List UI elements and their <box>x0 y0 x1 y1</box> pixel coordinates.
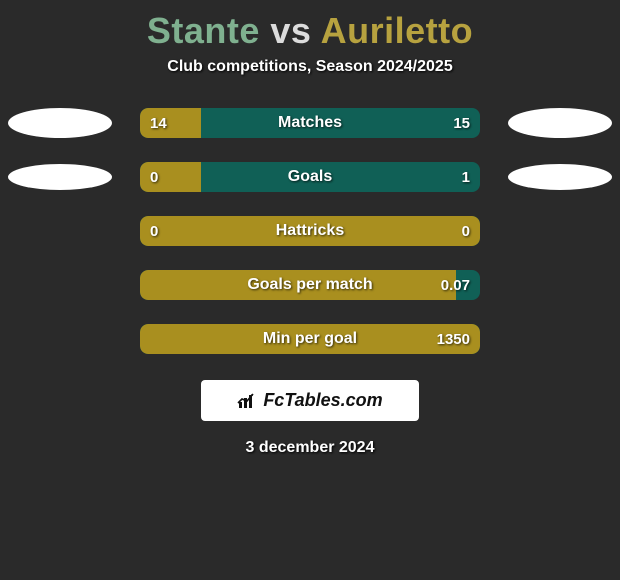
date-text: 3 december 2024 <box>0 439 620 457</box>
player1-badge <box>8 108 112 138</box>
stat-bar: Min per goal1350 <box>140 324 480 354</box>
stat-label: Goals per match <box>140 270 480 300</box>
subtitle: Club competitions, Season 2024/2025 <box>0 58 620 100</box>
stat-row: Goals per match0.07 <box>0 262 620 308</box>
stat-value-right: 1 <box>462 162 470 192</box>
player2-badge <box>508 164 612 190</box>
stat-bar: Hattricks0 0 <box>140 216 480 246</box>
stat-label: Min per goal <box>140 324 480 354</box>
logo-box: FcTables.com <box>201 380 419 421</box>
logo-text: FcTables.com <box>263 390 382 411</box>
stat-value-right: 1350 <box>437 324 470 354</box>
stat-bar: Matches14 15 <box>140 108 480 138</box>
stat-row: Hattricks0 0 <box>0 208 620 254</box>
stat-bar: Goals0 1 <box>140 162 480 192</box>
player1-badge <box>8 164 112 190</box>
stat-bar: Goals per match0.07 <box>140 270 480 300</box>
stat-label: Hattricks <box>140 216 480 246</box>
player1-name: Stante <box>147 10 260 51</box>
stats-rows: Matches1415Goals01Hattricks00Goals per m… <box>0 100 620 362</box>
stat-row: Goals0 1 <box>0 154 620 200</box>
stat-value-left: 0 <box>150 162 158 192</box>
stat-value-right: 0.07 <box>441 270 470 300</box>
page-title: Stante vs Auriletto <box>0 0 620 58</box>
vs-text: vs <box>270 10 311 51</box>
stat-value-right: 0 <box>462 216 470 246</box>
stat-value-left: 0 <box>150 216 158 246</box>
stat-row: Matches14 15 <box>0 100 620 146</box>
stat-row: Min per goal1350 <box>0 316 620 362</box>
player2-name: Auriletto <box>321 10 474 51</box>
stat-value-right: 15 <box>453 108 470 138</box>
stat-label: Goals <box>140 162 480 192</box>
stat-value-left: 14 <box>150 108 167 138</box>
stat-label: Matches <box>140 108 480 138</box>
chart-icon <box>237 392 259 410</box>
player2-badge <box>508 108 612 138</box>
